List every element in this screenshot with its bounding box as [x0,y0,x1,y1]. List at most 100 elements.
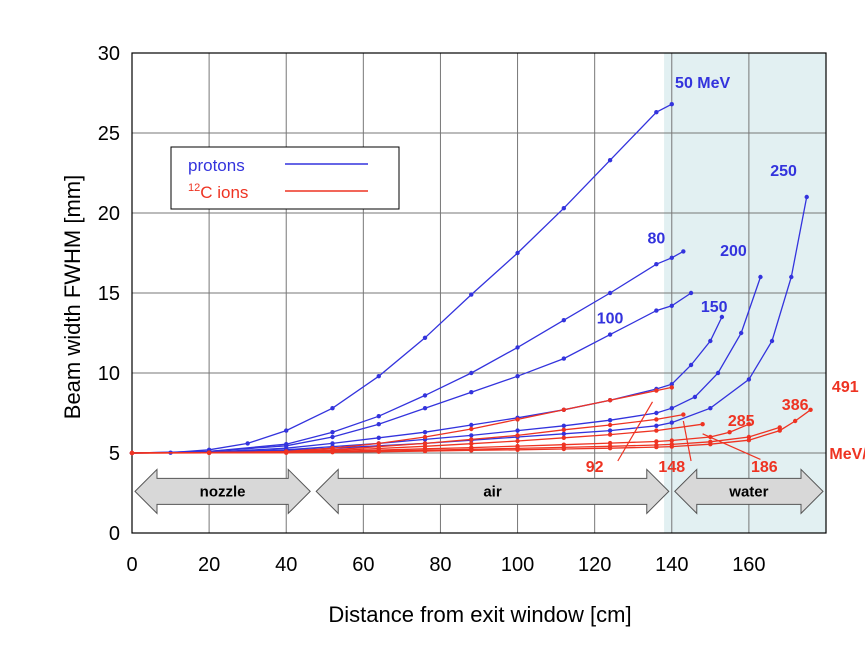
y-tick-label: 5 [109,443,120,465]
data-point [376,435,381,440]
data-point [746,434,752,440]
legend-box [170,146,400,210]
data-point [469,448,474,453]
x-tick-label: 0 [126,554,137,576]
energy-label-186: 186 [751,459,778,476]
energy-label-250: 250 [770,163,797,180]
data-point [376,422,381,427]
data-point [607,418,613,423]
data-point [746,377,752,382]
plot-frame [131,52,827,534]
data-point [284,450,289,455]
data-point [376,441,381,446]
data-point [561,318,567,323]
data-point [561,407,567,412]
legend-label-protons: protons [188,156,245,175]
data-point [746,422,752,427]
data-point [469,433,474,438]
data-point [607,290,613,296]
data-point [669,102,674,107]
region-label-nozzle: nozzle [200,483,246,500]
data-point [422,335,428,340]
data-point [561,423,567,428]
data-point [607,332,613,337]
energy-label-386: 386 [782,397,809,414]
data-point [607,446,613,451]
data-point [808,407,813,412]
energy-label-80: 80 [647,230,665,247]
data-point [607,440,613,446]
y-tick-label: 0 [109,523,120,545]
energy-label-92: 92 [586,459,604,476]
energy-label-148: 148 [658,459,685,476]
series-carbon-491 [129,407,813,456]
y-tick-label: 15 [98,283,120,305]
data-point [654,410,659,416]
data-point [284,428,289,433]
energy-label-100: 100 [597,310,624,327]
data-point [515,417,520,422]
data-point [561,446,567,452]
data-point [422,448,428,454]
x-tick-label: 40 [275,554,297,576]
data-point [330,430,335,435]
data-point [515,433,520,438]
data-point [515,374,520,379]
x-tick-label: 140 [655,554,688,576]
data-point [654,417,659,422]
data-point [607,422,613,428]
y-tick-label: 10 [98,363,120,385]
data-point [708,338,713,344]
label-leader-line [682,420,692,462]
region-label-water: water [728,483,768,500]
data-point [789,274,794,280]
data-point [669,382,674,387]
data-point [469,370,474,376]
data-point [245,441,250,446]
data-point [681,249,686,254]
data-point [515,428,520,433]
series-line [131,103,673,454]
energy-label-50-MeV: 50 MeV [675,75,730,92]
data-point [561,206,567,211]
data-point [469,422,474,428]
data-point [206,450,212,456]
data-point [330,441,335,446]
data-point [792,418,798,424]
y-tick-label: 20 [98,203,120,225]
data-point [422,393,428,398]
data-point [330,406,335,411]
data-point [469,426,474,432]
series-protons-50-MeV [129,102,674,456]
legend-label-carbon-text: C ions [200,183,248,202]
region-arrows: nozzle air water [134,468,824,515]
data-point [654,444,659,450]
data-point [654,110,659,115]
data-point [607,158,613,163]
data-point [669,438,674,443]
data-point [727,430,732,435]
data-point [561,435,567,440]
data-point [669,420,674,425]
data-point [607,432,613,437]
data-point [561,427,567,432]
data-point [715,370,721,376]
x-axis-title: Distance from exit window [cm] [328,602,631,627]
data-point [330,450,335,455]
data-point [561,431,567,436]
data-point [654,428,659,433]
region-arrow-water [674,468,824,515]
x-tick-label: 20 [198,554,220,576]
region-label-air: air [483,483,502,500]
data-point [688,362,694,368]
region-arrow-air [315,468,670,515]
unit-label-mev-per-u: MeV/u [829,446,865,463]
data-point [719,314,725,320]
data-point [422,406,428,411]
data-point [515,447,520,452]
energy-label-150: 150 [701,299,728,316]
data-point [607,428,613,433]
data-point [692,394,698,400]
data-point [469,390,474,395]
